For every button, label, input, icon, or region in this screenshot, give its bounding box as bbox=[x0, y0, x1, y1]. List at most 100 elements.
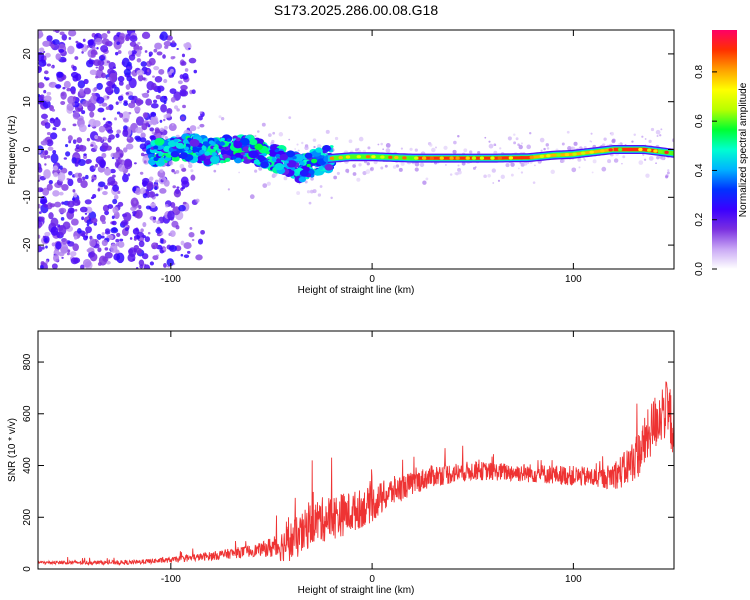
noise-blob bbox=[162, 54, 166, 59]
faint-blob bbox=[607, 159, 612, 164]
faint-blob bbox=[655, 162, 657, 164]
noise-blob bbox=[125, 92, 130, 95]
noise-blob bbox=[101, 102, 108, 107]
faint-blob bbox=[641, 135, 644, 138]
noise-blob bbox=[46, 155, 51, 159]
noise-blob bbox=[109, 168, 116, 174]
noise-blob bbox=[71, 90, 76, 95]
noise-blob bbox=[87, 215, 90, 218]
faint-blob bbox=[297, 149, 300, 152]
noise-blob bbox=[52, 165, 59, 171]
noise-blob bbox=[150, 115, 159, 126]
noise-blob bbox=[73, 192, 78, 198]
faint-blob bbox=[382, 148, 385, 151]
noise-blob bbox=[143, 264, 151, 269]
y-tick-label: 10 bbox=[22, 96, 33, 108]
noise-blob bbox=[91, 179, 94, 183]
noise-blob bbox=[156, 220, 161, 225]
noise-blob bbox=[127, 50, 133, 56]
faint-blob bbox=[644, 138, 647, 140]
noise-blob bbox=[163, 78, 168, 84]
noise-blob bbox=[91, 92, 96, 96]
noise-blob bbox=[175, 225, 180, 230]
ridge-blob bbox=[234, 157, 242, 164]
faint-blob bbox=[513, 141, 517, 145]
noise-blob bbox=[117, 241, 125, 248]
ridge-bead bbox=[508, 156, 514, 160]
noise-blob bbox=[67, 45, 75, 55]
ridge-bead bbox=[539, 154, 545, 158]
noise-blob bbox=[112, 174, 116, 178]
faint-blob bbox=[249, 194, 255, 200]
noise-blob bbox=[146, 90, 150, 94]
noise-blob bbox=[150, 102, 159, 109]
noise-blob bbox=[142, 177, 150, 184]
ridge-blob bbox=[242, 146, 251, 153]
faint-blob bbox=[348, 139, 353, 144]
noise-blob bbox=[58, 224, 67, 236]
noise-blob bbox=[57, 172, 66, 182]
ridge-bead bbox=[519, 156, 524, 160]
noise-blob bbox=[73, 235, 78, 240]
noise-blob bbox=[66, 252, 70, 256]
faint-blob bbox=[384, 164, 388, 168]
ridge-bead bbox=[658, 150, 663, 154]
noise-blob bbox=[74, 56, 79, 60]
noise-blob bbox=[159, 187, 167, 194]
faint-blob bbox=[457, 164, 460, 167]
noise-blob bbox=[55, 53, 61, 61]
noise-blob bbox=[106, 95, 110, 99]
faint-blob bbox=[545, 143, 549, 147]
ridge-blob bbox=[219, 141, 225, 146]
noise-blob bbox=[94, 38, 103, 45]
ridge-bead bbox=[664, 150, 669, 154]
noise-blob bbox=[148, 191, 156, 198]
noise-blob bbox=[107, 176, 116, 186]
noise-blob bbox=[148, 102, 151, 106]
noise-blob bbox=[50, 217, 59, 227]
ridge-blob bbox=[257, 154, 265, 161]
ridge-bead bbox=[402, 156, 407, 160]
noise-blob bbox=[142, 221, 147, 228]
faint-blob bbox=[592, 159, 597, 164]
noise-blob bbox=[42, 99, 51, 109]
noise-blob bbox=[132, 227, 140, 235]
faint-blob bbox=[304, 145, 309, 151]
noise-blob bbox=[91, 46, 96, 51]
faint-blob bbox=[262, 183, 268, 188]
faint-blob bbox=[395, 164, 400, 168]
noise-blob bbox=[163, 118, 166, 122]
noise-blob bbox=[39, 216, 45, 222]
ridge-blob bbox=[299, 169, 309, 177]
faint-blob bbox=[257, 130, 260, 133]
noise-blob bbox=[183, 43, 188, 48]
ridge-bead bbox=[479, 156, 485, 160]
noise-blob bbox=[150, 202, 156, 209]
noise-blob bbox=[129, 41, 137, 47]
noise-blob bbox=[98, 125, 106, 133]
faint-blob bbox=[500, 174, 505, 179]
faint-blob bbox=[354, 163, 357, 165]
faint-blob bbox=[254, 169, 258, 173]
noise-blob bbox=[54, 201, 62, 208]
noise-blob bbox=[44, 238, 48, 243]
noise-blob bbox=[154, 42, 163, 50]
noise-blob bbox=[38, 245, 43, 253]
noise-blob bbox=[113, 86, 120, 95]
noise-blob bbox=[112, 152, 120, 159]
ridge-bead bbox=[365, 155, 371, 159]
faint-blob bbox=[443, 145, 448, 150]
noise-blob bbox=[148, 57, 156, 66]
spectrogram-x-label: Height of straight line (km) bbox=[298, 285, 415, 296]
ridge-blob bbox=[274, 149, 279, 153]
noise-blob bbox=[53, 118, 61, 128]
faint-blob bbox=[590, 132, 593, 135]
ridge-bead bbox=[627, 147, 632, 152]
faint-blob bbox=[414, 161, 420, 167]
ridge-blob bbox=[213, 146, 218, 150]
noise-blob bbox=[88, 118, 97, 128]
faint-blob bbox=[546, 147, 550, 150]
faint-blob bbox=[591, 171, 594, 174]
faint-blob bbox=[484, 136, 487, 139]
faint-blob bbox=[497, 179, 501, 182]
